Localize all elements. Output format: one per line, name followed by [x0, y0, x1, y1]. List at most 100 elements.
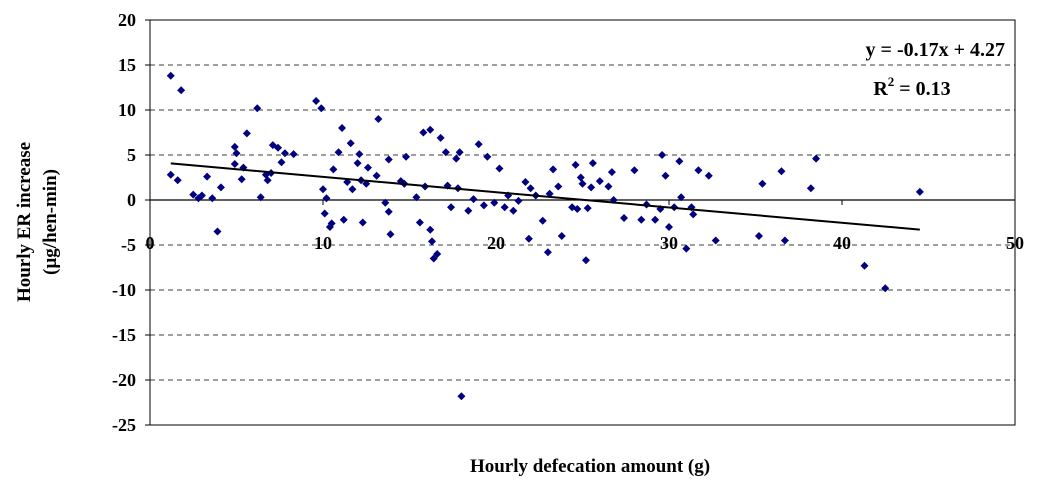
point — [514, 196, 523, 205]
point — [197, 191, 206, 200]
point — [490, 198, 499, 207]
y-tick-label: 10 — [118, 100, 136, 120]
point — [427, 237, 436, 246]
point — [495, 164, 504, 173]
point — [607, 168, 616, 177]
point — [384, 207, 393, 216]
point — [208, 194, 217, 203]
plot-area — [149, 19, 1016, 426]
point — [216, 183, 225, 192]
point — [538, 216, 547, 225]
point — [583, 204, 592, 213]
point — [277, 158, 286, 167]
point — [754, 232, 763, 240]
point — [860, 261, 869, 270]
point — [348, 185, 357, 194]
point — [661, 171, 670, 180]
point — [358, 218, 367, 227]
point — [242, 129, 251, 138]
point — [812, 154, 821, 163]
point — [637, 215, 646, 224]
r2-base: R — [873, 78, 888, 100]
point — [651, 215, 660, 224]
point — [232, 149, 241, 158]
point — [338, 124, 347, 132]
point — [521, 178, 530, 186]
point — [274, 143, 283, 152]
point — [595, 177, 604, 186]
point — [483, 152, 492, 161]
point — [457, 392, 466, 401]
y-tick-label: -15 — [112, 325, 136, 345]
point — [704, 171, 713, 180]
point — [289, 150, 298, 159]
point — [571, 160, 580, 169]
y-tick-label: -10 — [112, 280, 136, 300]
y-axis-title-line: Hourly ER increase — [14, 142, 35, 302]
point — [203, 172, 212, 181]
y-axis-title-line: (µg/hen-min) — [40, 169, 61, 275]
point — [355, 150, 364, 159]
point — [412, 193, 421, 202]
point — [381, 198, 390, 207]
point — [329, 165, 338, 174]
point — [436, 133, 445, 142]
point — [213, 227, 222, 236]
y-tick-label: -5 — [121, 235, 136, 255]
x-tick-label: 0 — [146, 233, 155, 253]
point — [327, 219, 336, 228]
point — [806, 184, 815, 193]
trend-equation: y = -0.17x + 4.27 — [866, 39, 1005, 61]
point — [665, 223, 673, 231]
point — [711, 236, 720, 245]
point — [433, 250, 442, 258]
y-tick-label: 5 — [127, 145, 136, 165]
point — [881, 284, 890, 293]
point — [464, 206, 473, 215]
point — [426, 225, 435, 234]
point — [604, 182, 613, 191]
point — [543, 248, 552, 257]
point — [253, 104, 262, 113]
point — [322, 194, 331, 203]
x-tick-label: 50 — [1006, 233, 1024, 253]
y-tick-label: -20 — [112, 370, 136, 390]
point — [675, 157, 684, 166]
x-tick-label: 40 — [833, 233, 851, 253]
point — [230, 142, 239, 151]
point — [230, 160, 239, 168]
point — [166, 170, 175, 179]
r2-sup: 2 — [888, 74, 895, 89]
y-tick-label: 0 — [127, 190, 136, 210]
point — [189, 190, 198, 199]
point — [374, 115, 383, 123]
point — [526, 184, 535, 193]
y-tick-label: -25 — [112, 415, 136, 435]
y-tick-label: 20 — [118, 10, 136, 30]
point — [402, 152, 411, 161]
y-tick-label: 15 — [118, 55, 136, 75]
point — [173, 176, 182, 185]
point — [630, 166, 639, 175]
point — [758, 179, 767, 188]
trendline — [170, 162, 920, 231]
point — [386, 230, 395, 239]
point — [419, 128, 428, 137]
point — [588, 159, 597, 168]
point — [353, 159, 362, 168]
point — [319, 185, 327, 194]
point — [334, 148, 343, 157]
x-tick-label: 20 — [487, 233, 505, 253]
point — [578, 179, 587, 188]
point — [694, 166, 703, 175]
point — [256, 193, 265, 202]
point — [777, 167, 786, 176]
point — [780, 236, 789, 245]
point — [689, 210, 698, 219]
x-tick-label: 30 — [660, 233, 678, 253]
point — [915, 187, 924, 196]
point — [469, 195, 478, 204]
point — [441, 148, 450, 157]
point — [677, 193, 686, 202]
